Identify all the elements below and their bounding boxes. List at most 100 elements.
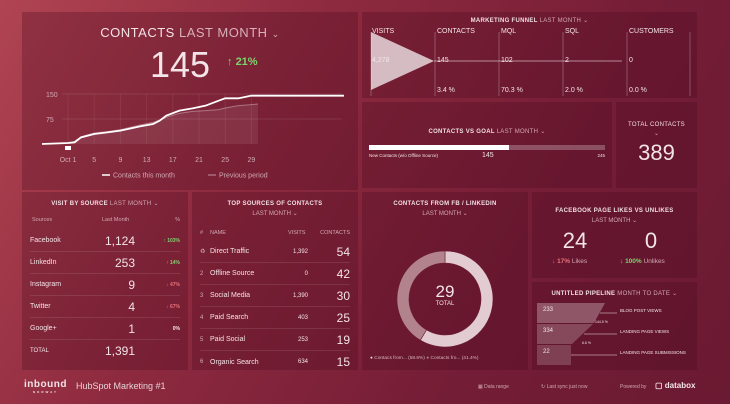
trophy-icon: ♻ xyxy=(200,249,206,255)
contacts-value: 42 xyxy=(336,266,350,281)
legend-dot: ● xyxy=(370,356,373,361)
visits-value: 1,390 xyxy=(292,292,308,299)
visits-panel: VISIT BY SOURCE LAST MONTH ⌄ Sources Las… xyxy=(22,192,188,370)
period-selector[interactable]: LAST MONTH xyxy=(539,18,582,24)
title: TOTAL CONTACTS xyxy=(628,122,685,128)
header-contacts: CONTACTS xyxy=(320,230,350,236)
legend-item: Contacts fro... (41.4%) xyxy=(430,356,479,361)
pipeline-funnel xyxy=(537,303,617,365)
funnel-stage-label: VISITS xyxy=(372,28,395,35)
donut-legend: ● Contacs from... (58.6%) ● Contacts fro… xyxy=(370,356,479,361)
label: databox xyxy=(664,381,696,390)
funnel-stage-value: 2 xyxy=(565,57,569,64)
funnel-stage-label: CONTACTS xyxy=(437,28,475,35)
chevron-down-icon[interactable]: ⌄ xyxy=(653,131,660,137)
unlikes-change: ↓ 100% Unlikes xyxy=(620,258,665,265)
funnel-stage-label: CUSTOMERS xyxy=(629,28,674,35)
funnel-stage-label: MQL xyxy=(501,28,517,35)
pipeline-conversion: 144.5 % xyxy=(595,320,608,324)
donut-panel: CONTACTS FROM FB / LINKEDIN LAST MONTH ⌄… xyxy=(362,192,528,370)
period-selector[interactable]: LAST MONTH xyxy=(109,201,152,207)
contacts-title[interactable]: CONTACTS LAST MONTH ⌄ xyxy=(22,25,358,40)
period-selector[interactable]: LAST MONTH xyxy=(496,129,539,135)
dashboard-name[interactable]: HubSpot Marketing #1 xyxy=(76,381,166,391)
pipeline-conversion: 6.6 % xyxy=(582,341,591,345)
top-sources-panel: TOP SOURCES OF CONTACTS LAST MONTH ⌄ # N… xyxy=(192,192,358,370)
funnel-stage-value: 0 xyxy=(629,57,633,64)
period-selector[interactable]: MONTH TO DATE xyxy=(617,291,671,297)
period-selector[interactable]: LAST MONTH ⌄ xyxy=(192,210,358,217)
likes-change: ↓ 17% Likes xyxy=(552,258,587,265)
table-row: Instagram 9 ↓ 47% xyxy=(30,274,180,296)
rank: 4 xyxy=(200,314,204,321)
source-name: Google+ xyxy=(30,325,57,332)
visits-value: 1,392 xyxy=(292,248,308,255)
data-range-button[interactable]: ▦ Data range xyxy=(478,384,509,390)
pipeline-stage-value: 233 xyxy=(543,307,554,313)
source-name: Facebook xyxy=(30,237,61,244)
goal-progress-fill xyxy=(369,145,509,150)
period-selector[interactable]: LAST MONTH xyxy=(178,25,268,40)
donut-total-label: TOTAL xyxy=(435,301,455,307)
funnel-shape xyxy=(370,32,691,96)
chevron-down-icon: ⌄ xyxy=(462,211,468,217)
sync-status[interactable]: ↻ Last sync just now xyxy=(541,384,587,390)
chevron-down-icon[interactable]: ⌄ xyxy=(153,201,159,207)
legend-item: Contacs from... (58.6%) xyxy=(374,356,425,361)
databox-logo[interactable]: ▢ databox xyxy=(655,381,695,390)
footer: inbound NORWAY HubSpot Marketing #1 ▦ Dat… xyxy=(0,370,730,404)
header-visits: VISITS xyxy=(288,230,306,236)
chevron-down-icon[interactable]: ⌄ xyxy=(672,291,678,297)
x-tick-label: 5 xyxy=(92,157,96,164)
inbound-logo: inbound NORWAY xyxy=(24,379,67,394)
source-name: Social Media xyxy=(210,292,251,299)
annotation-icon[interactable] xyxy=(65,146,71,150)
table-row: LinkedIn 253 ↑ 14% xyxy=(30,252,180,274)
x-tick-label: 13 xyxy=(143,157,151,164)
title: MARKETING FUNNEL xyxy=(470,18,538,24)
source-value: 4 xyxy=(128,299,135,314)
likes-value: 24 xyxy=(562,228,588,253)
arrow-up-icon: ↑ xyxy=(227,56,236,68)
table-row: ♻ Direct Traffic 1,392 54 xyxy=(200,241,350,263)
funnel-stage-value: 102 xyxy=(501,57,513,64)
x-tick-label: 21 xyxy=(195,157,203,164)
table-row: 4 Paid Search 403 25 xyxy=(200,307,350,329)
source-value: 253 xyxy=(114,255,135,270)
contacts-this-month-line xyxy=(41,94,344,145)
y-tick-label: 150 xyxy=(46,92,58,99)
sync-icon: ↻ xyxy=(541,384,547,390)
period-label: LAST MONTH xyxy=(252,211,291,217)
source-name: Instagram xyxy=(30,281,62,288)
table-row: 2 Offline Source 0 42 xyxy=(200,263,350,285)
source-name: Offline Source xyxy=(210,270,255,277)
arrow-down-icon: ↓ xyxy=(552,258,558,265)
change-value: 47% xyxy=(169,281,180,288)
chevron-down-icon[interactable]: ⌄ xyxy=(583,18,589,24)
legend-item: Contacts this month xyxy=(113,173,175,180)
x-tick-label: 17 xyxy=(169,157,177,164)
table-row: Facebook 1,124 ↑ 103% xyxy=(30,230,180,252)
header-rank: # xyxy=(200,230,204,236)
source-name: Direct Traffic xyxy=(210,248,250,255)
visits-value: 634 xyxy=(297,359,308,365)
donut-slice xyxy=(396,250,446,341)
change-value: 21% xyxy=(235,56,258,68)
chevron-down-icon[interactable]: ⌄ xyxy=(540,129,546,135)
period-label: LAST MONTH xyxy=(591,218,631,224)
label: Data range xyxy=(484,384,509,390)
source-value: 1,124 xyxy=(104,233,135,248)
change: 17% xyxy=(557,258,571,265)
source-name: Twitter xyxy=(30,303,51,310)
table-row: 3 Social Media 1,390 30 xyxy=(200,285,350,307)
contacts-change: ↑ 21% xyxy=(227,56,258,68)
period-selector[interactable]: LAST MONTH ⌄ xyxy=(532,217,697,224)
source-name: Paid Search xyxy=(210,314,249,321)
brand-sub: NORWAY xyxy=(32,390,59,394)
chevron-down-icon[interactable]: ⌄ xyxy=(271,29,280,39)
source-change: ↓ 67% xyxy=(166,303,180,310)
goal-progress-bar xyxy=(369,145,605,150)
pipeline-stage-label: LANDING PAGE SUBMISSIONS xyxy=(620,350,686,355)
header-sources: Sources xyxy=(32,217,53,223)
period-selector[interactable]: LAST MONTH ⌄ xyxy=(362,210,528,217)
